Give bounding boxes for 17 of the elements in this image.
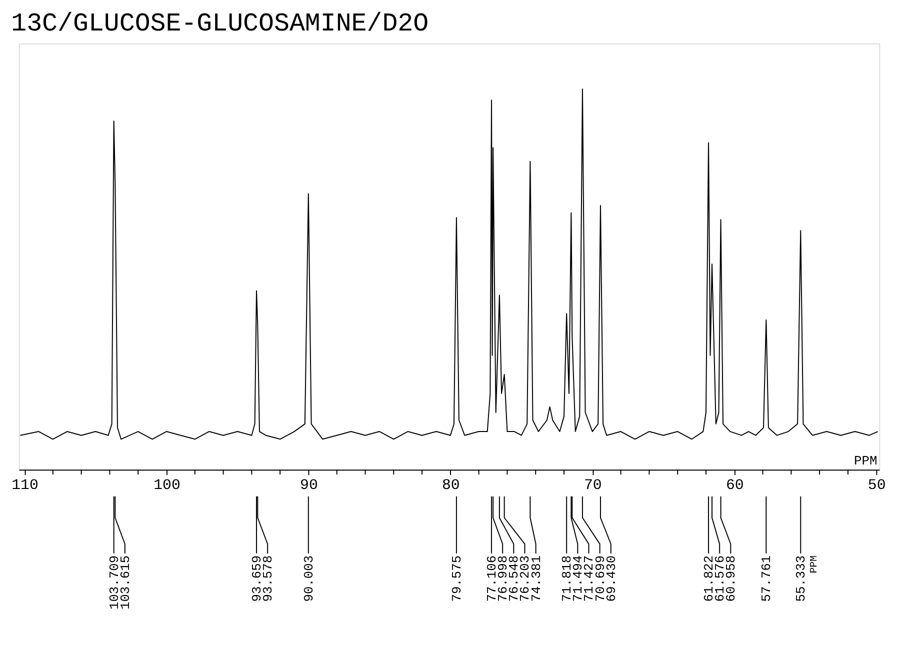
x-tick-label: 70	[584, 478, 602, 494]
annotation: 93.578	[260, 555, 276, 602]
annotation: 79.575	[449, 555, 464, 602]
x-axis-title: PPM	[854, 454, 878, 469]
annotation: 61.822	[701, 555, 716, 602]
x-tick-label: 100	[154, 478, 180, 494]
chart-title: 13C/GLUCOSE-GLUCOSAMINE/D2O	[11, 9, 429, 38]
annotation: 90.003	[301, 555, 316, 602]
text: PPM	[808, 555, 820, 574]
x-tick-label: 60	[726, 478, 744, 494]
annotation: 57.761	[759, 555, 774, 602]
x-tick-label: 110	[12, 478, 38, 494]
x-tick-label: 90	[300, 478, 318, 494]
annotation: 60.958	[724, 555, 739, 602]
x-tick-label: 80	[442, 478, 460, 494]
x-tick-label: 50	[868, 478, 886, 494]
annotation: 55.333	[794, 555, 809, 602]
